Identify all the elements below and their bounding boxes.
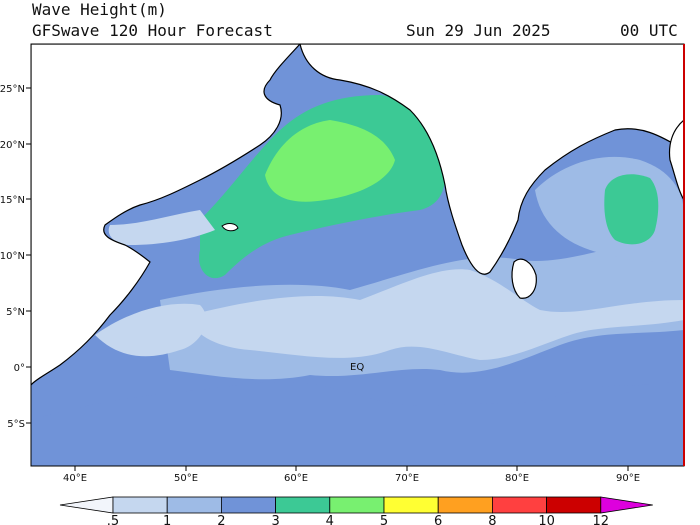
persia-india-land [299,44,684,275]
arabia-africa-land [31,44,301,386]
lat-label-10n: 10°N [0,251,25,262]
lon-label-80: 80°E [505,473,529,484]
colorbar-segment [437,496,493,514]
lat-label-25n: 25°N [0,84,25,95]
colorbar-segment [275,496,331,514]
wave-band-lower-west [95,303,207,357]
map-title: Wave Height(m) [32,0,167,19]
lat-label-20n: 20°N [0,140,25,151]
southern-swell-band [31,380,684,466]
map-subtitle: GFSwave 120 Hour Forecast [32,21,273,40]
sri-lanka-land [511,258,537,299]
lat-ticks: 25°N 20°N 15°N 10°N 5°N 0° 5°S [0,84,31,430]
lon-label-60: 60°E [284,473,308,484]
lat-label-0: 0° [14,363,25,374]
colorbar-segment [383,496,439,514]
lon-label-50: 50°E [174,473,198,484]
forecast-time: 00 UTC [620,21,678,40]
forecast-date: Sun 29 Jun 2025 [406,21,551,40]
lat-label-5s: 5°S [7,419,25,430]
colorbar-label: 8 [488,514,496,525]
colorbar-min-arrow [59,496,114,514]
lat-label-15n: 15°N [0,195,25,206]
colorbar-label: .5 [107,514,119,525]
lon-label-40: 40°E [63,473,87,484]
arabian-sea-core [265,120,395,202]
colorbar-label: 10 [538,514,555,525]
colorbar-label: 5 [380,514,388,525]
map-field [31,44,684,466]
lon-label-90: 90°E [616,473,640,484]
colorbar-segment [491,496,547,514]
colorbar-label: 3 [271,514,279,525]
colorbar-label: 6 [434,514,442,525]
colorbar-label: 12 [593,514,610,525]
lat-label-5n: 5°N [6,307,25,318]
colorbar-segment [329,496,385,514]
lon-label-70: 70°E [395,473,419,484]
socotra-island [221,223,239,232]
colorbar-segment [220,496,276,514]
equator-label: EQ [350,362,364,373]
colorbar-label: 4 [326,514,334,525]
myanmar-land [668,119,684,202]
colorbar-label: 2 [217,514,225,525]
colorbar-segment [546,496,602,514]
colorbar-max-arrow [600,496,653,514]
gulf-aden-light [108,210,215,245]
colorbar: .5 1 2 3 4 5 6 8 10 12 [59,496,653,525]
colorbar-segment [112,496,168,514]
bay-bengal-core [604,174,659,245]
lon-ticks: 40°E 50°E 60°E 70°E 80°E 90°E [63,466,640,484]
wave-band-lower [190,269,684,360]
colorbar-segment [166,496,222,514]
colorbar-label: 1 [163,514,171,525]
